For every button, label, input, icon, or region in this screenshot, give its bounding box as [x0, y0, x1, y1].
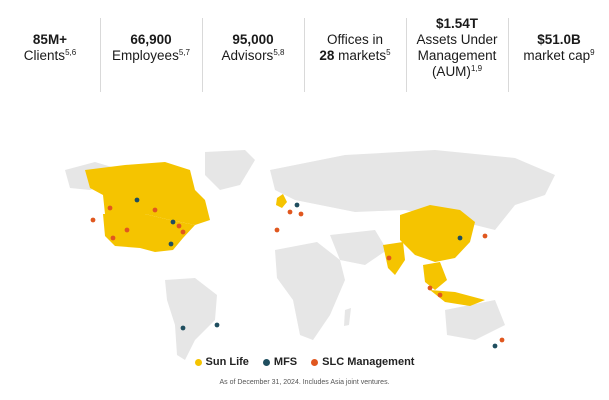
world-map [65, 150, 555, 360]
stat-aum-label3: (AUM) [431, 64, 471, 79]
region-china [400, 205, 475, 262]
legend-item-sun-life: Sun Life [194, 356, 249, 368]
marker-slc [482, 233, 488, 239]
marker-mfs [492, 343, 498, 349]
stat-advisors-label: Advisors [221, 48, 274, 63]
land-south-america [165, 278, 217, 360]
land-middle-east [330, 230, 387, 265]
stat-aum-footnote: 1,9 [470, 64, 483, 73]
stat-aum-label2: Management [417, 48, 497, 63]
stat-clients-value: 85M+ [32, 32, 68, 47]
land-madagascar [344, 308, 351, 326]
stat-employees-label: Employees [112, 48, 179, 63]
marker-slc [124, 227, 130, 233]
marker-mfs [134, 197, 140, 203]
stat-clients-label: Clients [23, 48, 66, 63]
region-india [383, 242, 405, 275]
footnote-text: As of December 31, 2024. Includes Asia j… [219, 379, 390, 386]
marker-slc [386, 255, 392, 261]
stat-clients-footnote: 5,6 [65, 48, 77, 57]
stat-market-cap: $51.0B market cap9 [509, 0, 609, 96]
land-greenland [205, 150, 255, 190]
slc-dot-icon [311, 358, 319, 366]
office-markers [90, 197, 505, 349]
mfs-dot-icon [262, 358, 270, 366]
stat-employees-footnote: 5,7 [178, 48, 190, 57]
key-stats-row: 85M+ Clients5,6 66,900 Employees5,7 95,0… [0, 0, 609, 96]
land-africa [275, 242, 345, 340]
stat-divider [304, 18, 305, 92]
marker-slc [152, 207, 158, 213]
marker-slc [107, 205, 113, 211]
marker-slc [90, 217, 96, 223]
marker-slc [298, 211, 304, 217]
stat-advisors-footnote: 5,8 [273, 48, 285, 57]
stat-clients: 85M+ Clients5,6 [0, 0, 100, 96]
map-land [65, 150, 555, 360]
stat-market-cap-value: $51.0B [537, 32, 581, 47]
land-europe-asia-north [270, 150, 555, 230]
marker-slc [427, 285, 433, 291]
marker-slc [287, 209, 293, 215]
marker-slc [274, 227, 280, 233]
land-australia-west [445, 300, 505, 340]
stat-offices-line1: Offices in [326, 32, 384, 47]
marker-mfs [168, 241, 174, 247]
stat-market-cap-footnote: 9 [590, 48, 595, 57]
stat-offices: Offices in 28 markets5 [305, 0, 405, 96]
legend-label: MFS [273, 356, 298, 368]
marker-slc [180, 229, 186, 235]
legend-label: SLC Management [322, 356, 415, 368]
legend-item-mfs: MFS [262, 356, 298, 368]
region-canada [85, 162, 210, 225]
marker-mfs [170, 219, 176, 225]
marker-mfs [214, 322, 220, 328]
stat-employees: 66,900 Employees5,7 [101, 0, 201, 96]
marker-slc [437, 292, 443, 298]
region-indonesia [430, 290, 485, 306]
stat-advisors-value: 95,000 [232, 32, 274, 47]
stat-divider [406, 18, 407, 92]
marker-slc [499, 337, 505, 343]
sun-life-dot-icon [194, 358, 202, 366]
map-legend: Sun Life MFS SLC Management [0, 356, 609, 368]
stat-offices-label: markets [334, 48, 387, 63]
legend-label: Sun Life [205, 356, 249, 368]
stat-offices-footnote: 5 [386, 48, 391, 57]
marker-slc [110, 235, 116, 241]
marker-slc [176, 223, 182, 229]
stat-divider [100, 18, 101, 92]
stat-advisors: 95,000 Advisors5,8 [203, 0, 303, 96]
marker-mfs [294, 202, 300, 208]
stat-market-cap-label: market cap [523, 48, 591, 63]
stat-aum: $1.54T Assets Under Management (AUM)1,9 [407, 0, 507, 96]
stat-divider [508, 18, 509, 92]
region-ireland-uk [276, 194, 287, 208]
stat-employees-value: 66,900 [130, 32, 172, 47]
legend-item-slc-management: SLC Management [311, 356, 414, 368]
stat-aum-label1: Assets Under [416, 32, 498, 47]
stat-divider [202, 18, 203, 92]
region-southeast-asia [423, 262, 447, 290]
marker-mfs [180, 325, 186, 331]
stat-offices-value: 28 [319, 48, 335, 63]
stat-aum-value: $1.54T [435, 16, 479, 31]
marker-mfs [457, 235, 463, 241]
